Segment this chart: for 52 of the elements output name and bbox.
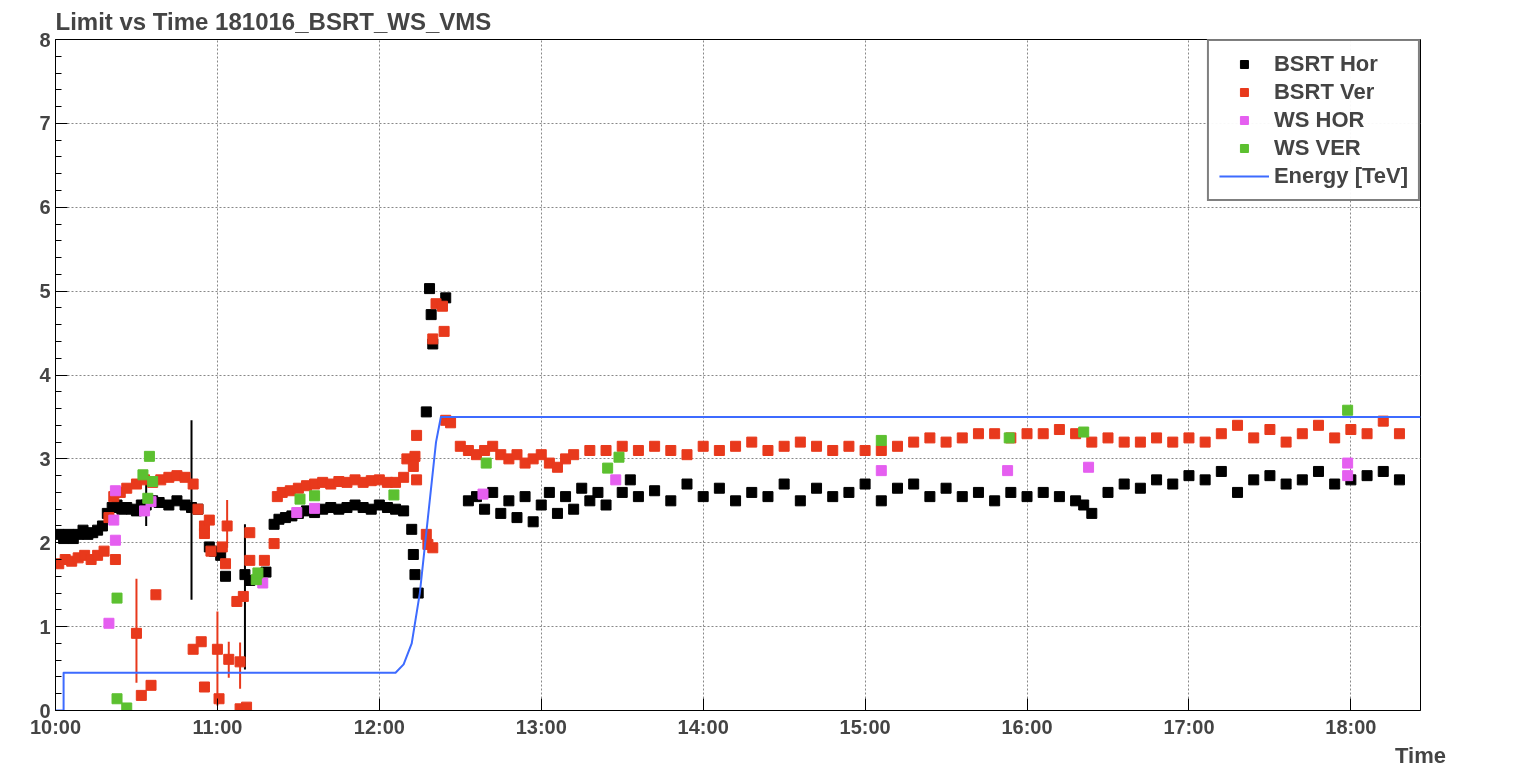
y-tick-label: 7 [39, 112, 51, 135]
y-tick-label: 2 [39, 531, 51, 554]
point [1083, 461, 1095, 473]
point [602, 462, 614, 474]
point [108, 514, 120, 526]
point [121, 702, 133, 711]
y-tick-label: 8 [39, 28, 51, 51]
point [1342, 470, 1354, 482]
point [109, 485, 121, 497]
point [610, 474, 622, 486]
y-tick-label: 4 [39, 364, 52, 386]
x-axis-title: Time [1395, 742, 1446, 768]
point [875, 465, 887, 477]
x-tick-label: 11:00 [192, 715, 243, 738]
x-tick-label: 15:00 [839, 715, 891, 738]
x-tick-label: 12:00 [353, 715, 405, 738]
point [1002, 465, 1014, 477]
x-tick-label: 16:00 [1001, 715, 1053, 738]
point [309, 490, 321, 502]
legend-label: BSRT Ver [1273, 79, 1375, 105]
point [139, 505, 151, 517]
point [1342, 404, 1354, 416]
point [142, 492, 154, 504]
x-tick-label: 14:00 [677, 715, 729, 738]
y-tick-label: 1 [39, 615, 51, 638]
point [480, 457, 492, 469]
point [111, 592, 123, 604]
y-tick-label: 5 [39, 280, 51, 303]
y-tick-label: 3 [39, 447, 51, 470]
point [103, 617, 115, 629]
point [252, 567, 264, 579]
chart-title: Limit vs Time 181016_BSRT_WS_VMS [55, 7, 492, 35]
point [1342, 457, 1354, 469]
point [137, 469, 149, 481]
legend-label: WS HOR [1273, 107, 1365, 133]
point [477, 488, 489, 500]
point [109, 534, 121, 546]
point [143, 450, 155, 462]
point [875, 434, 887, 446]
x-tick-label: 18:00 [1325, 715, 1377, 738]
legend-label: WS VER [1273, 135, 1361, 161]
x-tick-label: 13:00 [515, 715, 567, 738]
legend-label: Energy [TeV] [1273, 163, 1408, 189]
legend-label: BSRT Hor [1273, 51, 1378, 77]
point [111, 693, 123, 705]
y-tick-label: 6 [39, 196, 51, 219]
point [1078, 426, 1090, 438]
x-tick-label: 17:00 [1163, 715, 1215, 738]
point [613, 451, 625, 463]
point [388, 489, 400, 501]
point [294, 493, 306, 505]
point [309, 502, 321, 514]
